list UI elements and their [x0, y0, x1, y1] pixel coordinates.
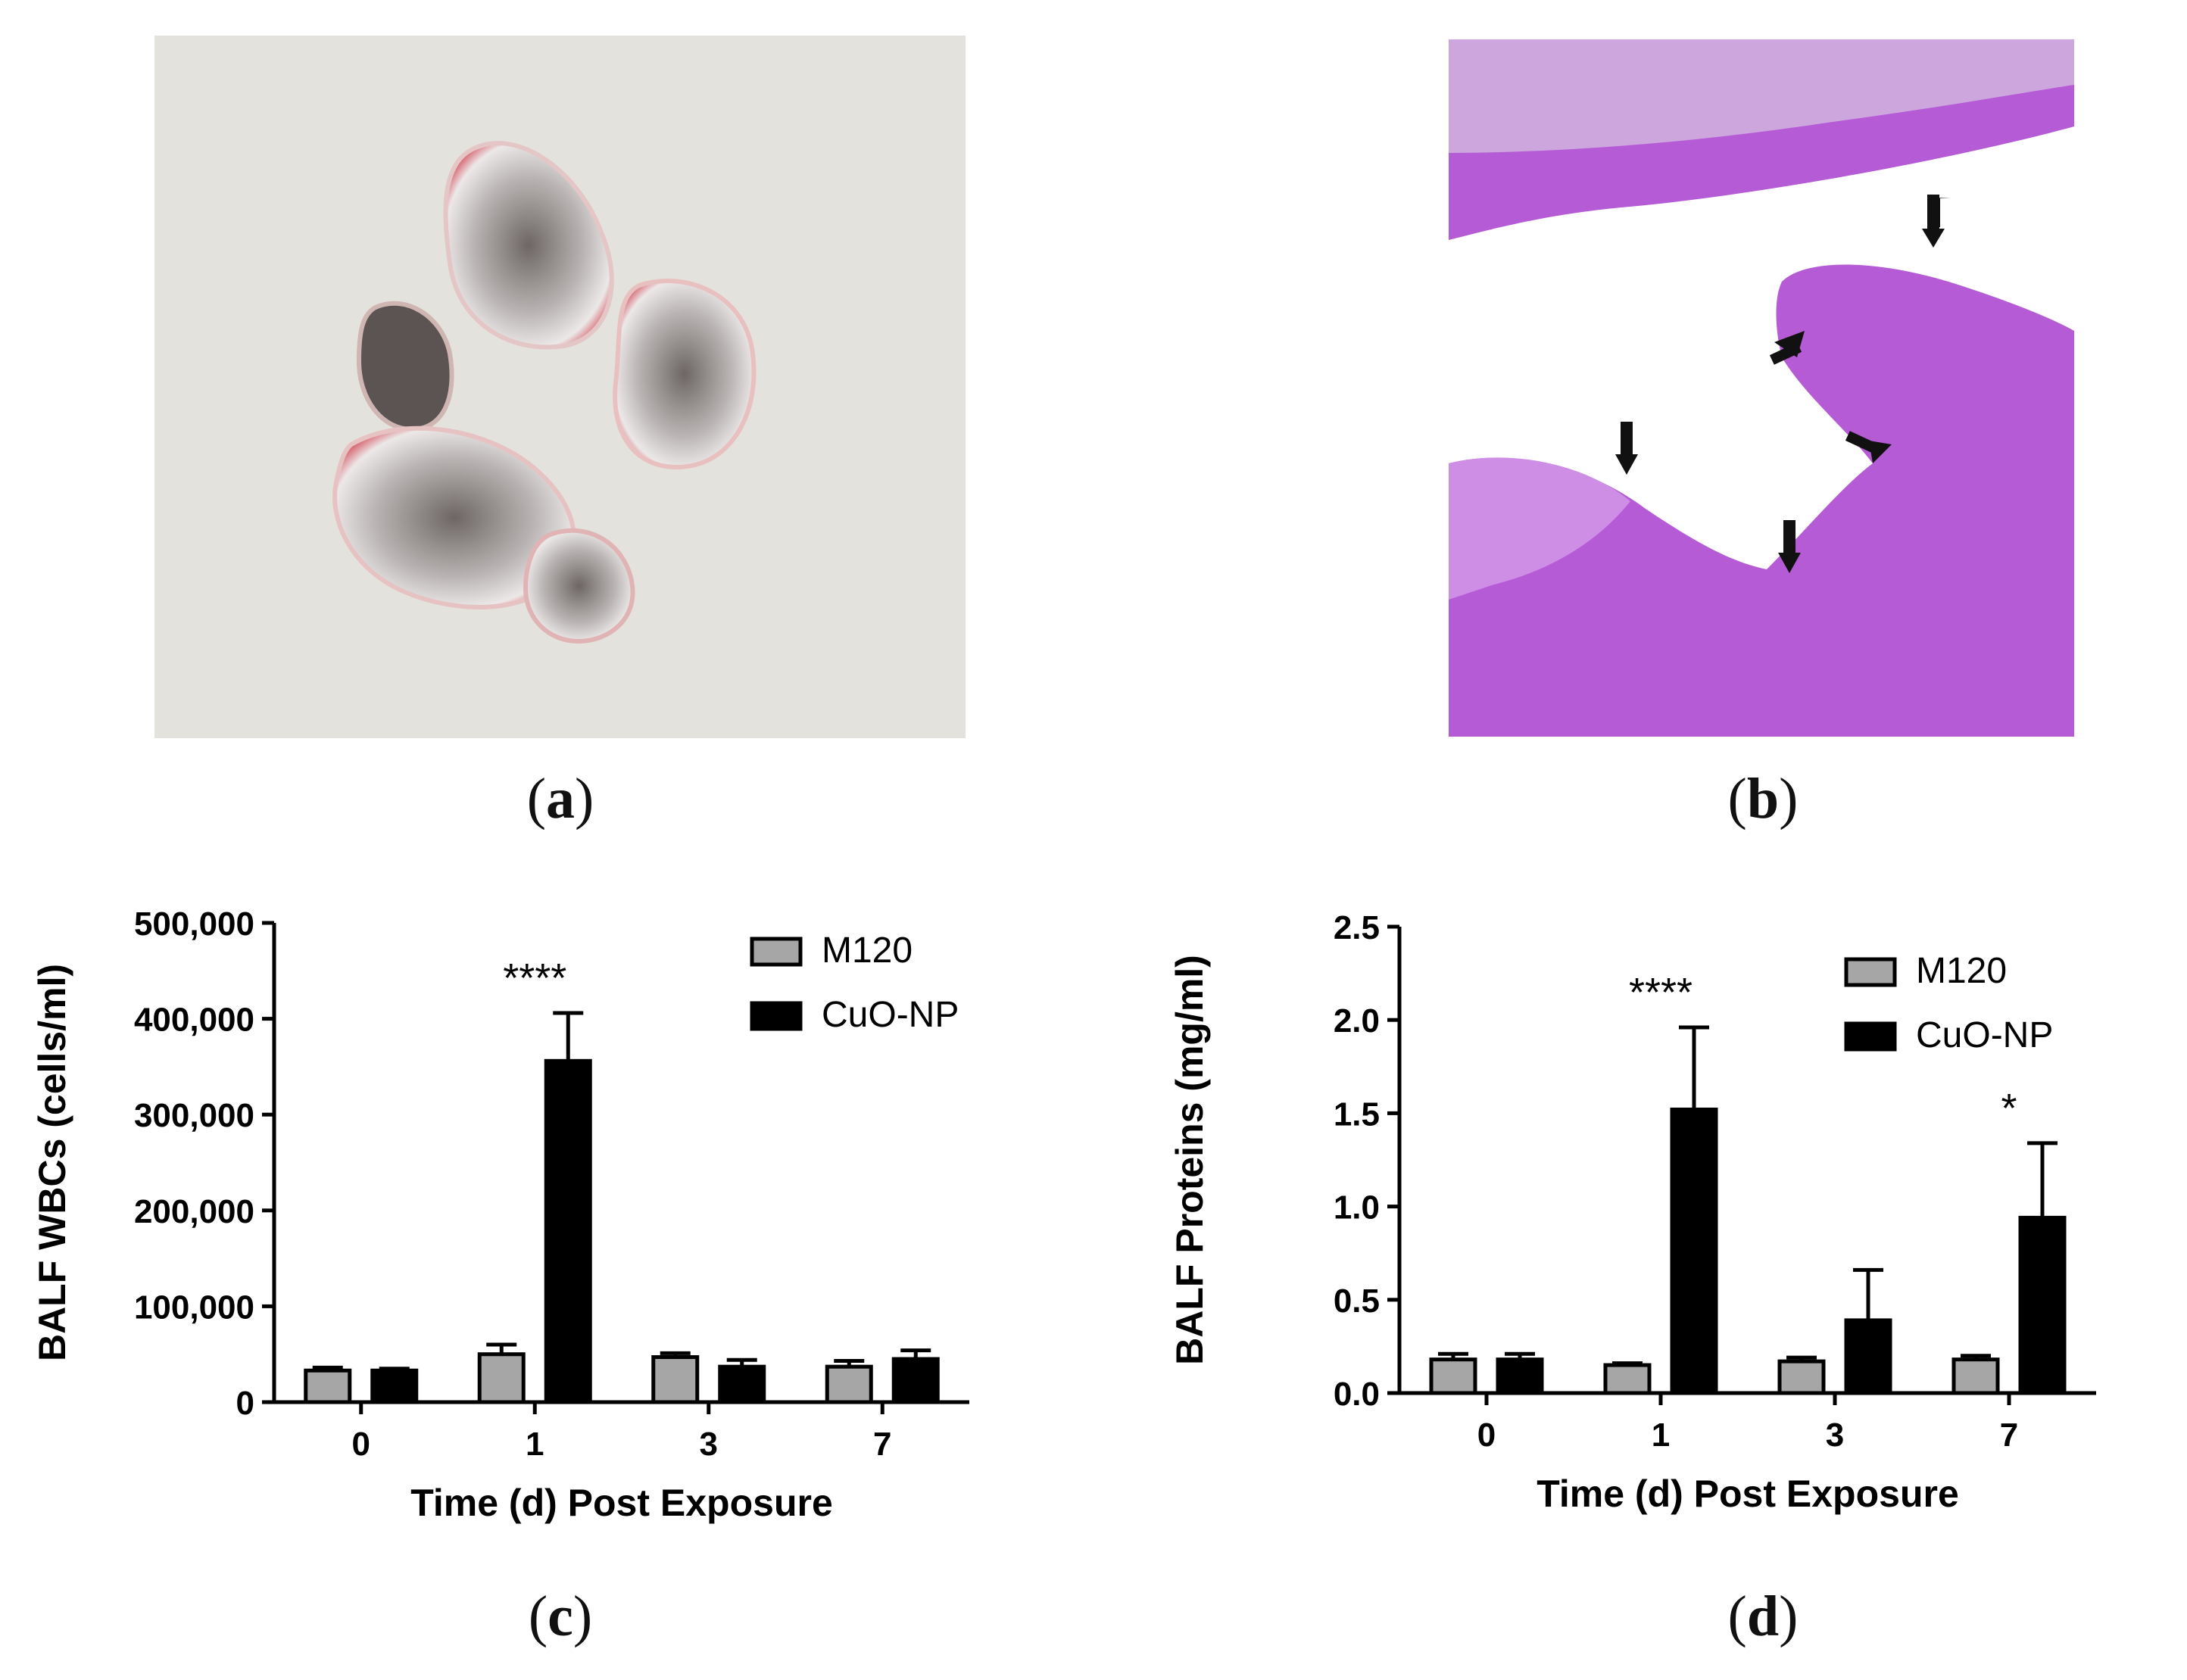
legend-label-m120: M120: [1916, 951, 2007, 991]
x-axis-label: Time (d) Post Exposure: [410, 1482, 833, 1524]
bar-m120-1: [1603, 1363, 1652, 1395]
legend-label-cuo-np: CuO-NP: [822, 995, 959, 1035]
panel-label-a: (a): [526, 767, 594, 831]
y-tick-label: 1.5: [1334, 1096, 1380, 1133]
legend-swatch-m120: [750, 937, 803, 967]
arrow-markers: [1615, 195, 1951, 573]
x-tick-label: 1: [526, 1426, 544, 1463]
y-tick-label: 0.5: [1334, 1283, 1380, 1320]
y-tick-label: 2.0: [1334, 1002, 1380, 1039]
y-tick-label: 300,000: [134, 1097, 254, 1134]
bar-m120-7: [1951, 1357, 2000, 1395]
x-tick-label: 7: [2000, 1417, 2018, 1454]
legend-swatch-m120: [1844, 957, 1897, 987]
y-tick-label: 100,000: [134, 1289, 254, 1326]
bar-m120-7: [825, 1364, 873, 1404]
histology-image: [1449, 39, 2074, 737]
bar-m120-0: [304, 1368, 352, 1404]
y-tick-label: 2.5: [1334, 909, 1380, 946]
x-tick-label: 0: [1477, 1417, 1496, 1454]
chart-proteins: 0.00.51.01.52.02.50 1 3 7*****Time (d) Post…: [1168, 909, 2096, 1515]
panel-label-d: (d): [1727, 1585, 1799, 1648]
bar-cuo-np-3: [718, 1364, 766, 1404]
bar-cuo-np-1: [1670, 1107, 1718, 1395]
y-tick-label: 400,000: [134, 1002, 254, 1039]
x-tick-label: 3: [700, 1426, 718, 1463]
y-tick-label: 200,000: [134, 1193, 254, 1230]
chart-wbc: 0 100,000 200,000 300,000 400,000 500,000 0 1 3 7…: [31, 905, 969, 1524]
y-tick-label: 0.0: [1334, 1376, 1380, 1413]
panel-label-c: (c): [528, 1585, 593, 1648]
bar-m120-3: [1777, 1359, 1826, 1395]
y-tick-label: 500,000: [134, 905, 254, 943]
legend-label-m120: M120: [822, 930, 913, 971]
bar-cuo-np-7: [891, 1357, 940, 1404]
bar-cuo-np-7: [2018, 1215, 2067, 1395]
y-axis-label: BALF Proteins (mg/ml): [1168, 955, 1211, 1365]
bar-cuo-np-0: [370, 1368, 419, 1404]
bar-cuo-np-3: [1844, 1318, 1892, 1395]
lung-photo: [154, 36, 966, 738]
y-tick-label: 0: [236, 1385, 254, 1422]
x-tick-label: 3: [1826, 1417, 1844, 1454]
bar-m120-1: [477, 1352, 526, 1404]
panel-label-b: (b): [1727, 767, 1799, 831]
significance-annotation: ****: [1629, 970, 1693, 1015]
x-axis-label: Time (d) Post Exposure: [1537, 1473, 1959, 1515]
tissue-sections: [1449, 39, 2074, 737]
bar-cuo-np-1: [544, 1058, 592, 1404]
legend-swatch-cuo-np: [750, 1001, 803, 1031]
bar-m120-3: [651, 1354, 700, 1404]
y-tick-label: 1.0: [1334, 1189, 1380, 1226]
x-tick-label: 0: [352, 1426, 370, 1463]
x-tick-label: 7: [873, 1426, 891, 1463]
lung-lobes: [332, 141, 757, 644]
bar-m120-0: [1429, 1357, 1477, 1395]
x-tick-label: 1: [1652, 1417, 1670, 1454]
y-axis-label: BALF WBCs (cells/ml): [31, 964, 73, 1361]
legend-swatch-cuo-np: [1844, 1021, 1897, 1052]
significance-annotation: *: [2001, 1086, 2017, 1131]
significance-annotation: ****: [503, 955, 566, 1001]
legend-label-cuo-np: CuO-NP: [1916, 1015, 2053, 1055]
bar-cuo-np-0: [1496, 1357, 1544, 1395]
